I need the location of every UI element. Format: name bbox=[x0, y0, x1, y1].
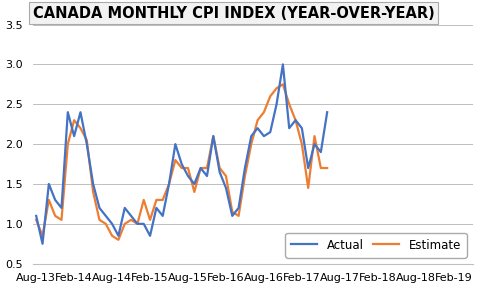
Actual bbox=[33, 214, 39, 218]
Estimate bbox=[267, 95, 273, 98]
Estimate bbox=[235, 214, 241, 218]
Estimate bbox=[33, 218, 39, 222]
Actual bbox=[39, 242, 45, 246]
Estimate bbox=[147, 218, 153, 222]
Actual bbox=[197, 166, 203, 170]
Actual bbox=[134, 222, 140, 226]
Estimate bbox=[121, 222, 127, 226]
Estimate bbox=[166, 182, 171, 186]
Actual bbox=[65, 110, 71, 114]
Estimate bbox=[172, 158, 178, 162]
Actual bbox=[191, 182, 197, 186]
Estimate bbox=[46, 198, 52, 202]
Actual bbox=[52, 198, 58, 202]
Actual bbox=[241, 166, 247, 170]
Text: CANADA MONTHLY CPI INDEX (YEAR-OVER-YEAR): CANADA MONTHLY CPI INDEX (YEAR-OVER-YEAR… bbox=[33, 5, 434, 21]
Estimate bbox=[84, 138, 89, 142]
Actual bbox=[317, 150, 323, 154]
Estimate bbox=[292, 118, 298, 122]
Estimate bbox=[39, 234, 45, 238]
Actual bbox=[216, 170, 222, 174]
Estimate bbox=[254, 118, 260, 122]
Estimate bbox=[128, 218, 134, 222]
Estimate bbox=[324, 166, 329, 170]
Actual bbox=[210, 134, 216, 138]
Actual bbox=[84, 142, 89, 146]
Estimate bbox=[103, 222, 108, 226]
Estimate bbox=[159, 198, 165, 202]
Estimate bbox=[90, 190, 96, 194]
Actual bbox=[159, 214, 165, 218]
Estimate bbox=[305, 186, 311, 190]
Actual bbox=[311, 142, 317, 146]
Actual bbox=[229, 214, 235, 218]
Estimate bbox=[311, 134, 317, 138]
Actual bbox=[254, 126, 260, 130]
Actual bbox=[261, 134, 266, 138]
Estimate bbox=[279, 83, 285, 86]
Actual bbox=[147, 234, 153, 238]
Estimate bbox=[59, 218, 64, 222]
Actual bbox=[141, 222, 146, 226]
Estimate bbox=[179, 166, 184, 170]
Estimate bbox=[134, 222, 140, 226]
Actual bbox=[305, 166, 311, 170]
Actual bbox=[77, 110, 83, 114]
Estimate bbox=[299, 142, 304, 146]
Actual bbox=[185, 174, 191, 178]
Estimate bbox=[286, 103, 291, 106]
Estimate bbox=[248, 142, 253, 146]
Estimate bbox=[141, 198, 146, 202]
Actual bbox=[128, 214, 134, 218]
Actual bbox=[286, 126, 291, 130]
Estimate bbox=[185, 166, 191, 170]
Actual bbox=[103, 214, 108, 218]
Estimate bbox=[216, 166, 222, 170]
Estimate bbox=[77, 126, 83, 130]
Actual bbox=[153, 206, 159, 210]
Estimate bbox=[52, 214, 58, 218]
Estimate bbox=[241, 174, 247, 178]
Estimate bbox=[191, 190, 197, 194]
Estimate bbox=[65, 142, 71, 146]
Actual bbox=[235, 206, 241, 210]
Actual bbox=[223, 186, 228, 190]
Actual bbox=[96, 206, 102, 210]
Actual bbox=[115, 234, 121, 238]
Estimate bbox=[153, 198, 159, 202]
Actual bbox=[267, 130, 273, 134]
Line: Actual: Actual bbox=[36, 64, 326, 244]
Actual bbox=[71, 134, 77, 138]
Actual bbox=[324, 110, 329, 114]
Actual bbox=[279, 63, 285, 66]
Actual bbox=[179, 162, 184, 166]
Estimate bbox=[96, 218, 102, 222]
Estimate bbox=[317, 166, 323, 170]
Estimate bbox=[197, 166, 203, 170]
Estimate bbox=[210, 134, 216, 138]
Actual bbox=[46, 182, 52, 186]
Actual bbox=[273, 103, 279, 106]
Actual bbox=[90, 182, 96, 186]
Estimate bbox=[261, 110, 266, 114]
Actual bbox=[59, 206, 64, 210]
Actual bbox=[292, 118, 298, 122]
Actual bbox=[204, 174, 209, 178]
Legend: Actual, Estimate: Actual, Estimate bbox=[285, 233, 466, 258]
Estimate bbox=[204, 166, 209, 170]
Estimate bbox=[71, 118, 77, 122]
Estimate bbox=[229, 210, 235, 214]
Actual bbox=[299, 126, 304, 130]
Actual bbox=[109, 222, 115, 226]
Estimate bbox=[115, 238, 121, 242]
Actual bbox=[121, 206, 127, 210]
Actual bbox=[172, 142, 178, 146]
Estimate bbox=[109, 234, 115, 238]
Actual bbox=[166, 182, 171, 186]
Estimate bbox=[223, 174, 228, 178]
Line: Estimate: Estimate bbox=[36, 84, 326, 240]
Actual bbox=[248, 134, 253, 138]
Estimate bbox=[273, 87, 279, 90]
